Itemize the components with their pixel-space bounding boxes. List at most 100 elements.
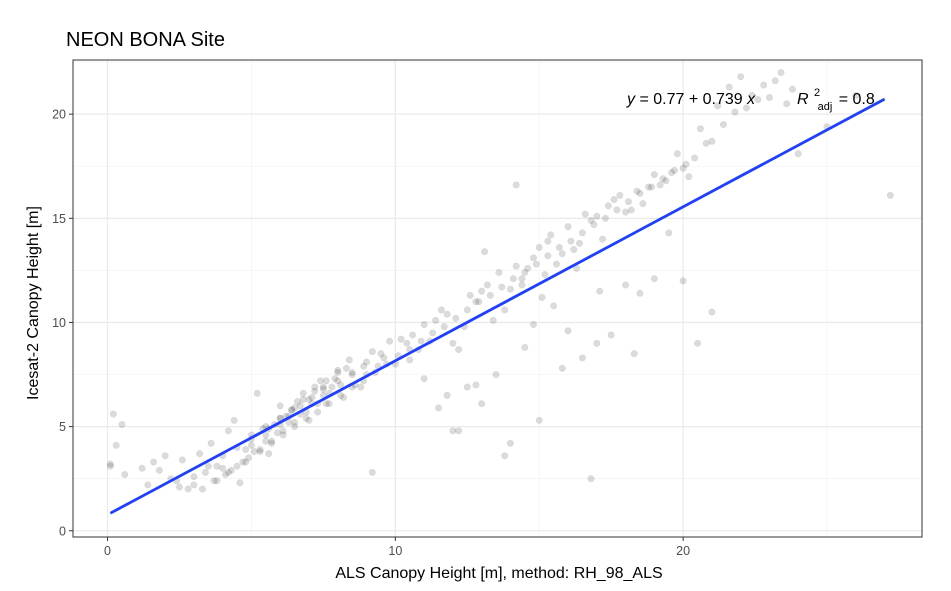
data-point [535, 416, 543, 424]
data-point [771, 77, 779, 85]
data-point [665, 229, 673, 237]
data-point [506, 439, 515, 447]
data-point [291, 404, 299, 412]
data-point [190, 481, 198, 489]
data-point [144, 481, 152, 489]
data-point [311, 387, 319, 395]
data-point [509, 275, 517, 283]
data-point [472, 381, 480, 389]
data-point [650, 171, 658, 179]
data-point [178, 456, 186, 464]
data-point [633, 187, 641, 195]
data-point [506, 285, 515, 293]
data-point [291, 423, 299, 431]
data-point [486, 291, 494, 299]
data-point [765, 93, 774, 102]
data-point [601, 214, 609, 222]
data-point [279, 431, 287, 439]
x-axis-label: ALS Canopy Height [m], method: RH_98_ALS [335, 565, 662, 582]
data-point [518, 275, 526, 283]
data-point [495, 268, 503, 277]
data-point [245, 454, 253, 462]
data-point [558, 250, 566, 258]
data-point [670, 166, 679, 174]
data-point [236, 479, 244, 487]
data-point [613, 206, 621, 214]
data-point [492, 370, 500, 379]
data-point [210, 477, 218, 485]
data-point [196, 450, 204, 458]
data-point [622, 208, 630, 216]
data-point [596, 287, 604, 295]
data-point [575, 239, 584, 247]
data-point [627, 206, 635, 214]
data-point [443, 391, 451, 399]
data-point [668, 168, 676, 177]
data-point [659, 175, 667, 183]
data-point [190, 473, 198, 481]
data-point [475, 298, 483, 306]
data-point [360, 362, 368, 370]
data-point [581, 210, 589, 218]
fit-line [109, 97, 886, 515]
x-tick-label: 20 [676, 544, 690, 558]
data-point [650, 275, 658, 283]
y-tick-label: 15 [52, 212, 66, 226]
data-point [440, 323, 448, 331]
data-point [348, 368, 356, 376]
data-point [725, 83, 733, 91]
data-point [478, 400, 486, 408]
data-point [204, 462, 212, 470]
data-point [268, 437, 276, 445]
data-point [334, 368, 342, 376]
data-point [288, 406, 296, 414]
regression-equation: y = 0.77 + 0.739 x [626, 91, 756, 108]
data-point [696, 125, 704, 133]
data-point [567, 237, 575, 245]
data-point [714, 102, 722, 110]
y-tick-label: 5 [59, 420, 66, 434]
data-point [288, 406, 296, 414]
equation-y-var: y [626, 91, 636, 108]
data-point [397, 335, 405, 343]
data-point [161, 452, 169, 460]
data-point [794, 150, 802, 158]
data-point [489, 316, 497, 324]
data-point [463, 306, 471, 314]
data-point [501, 452, 509, 460]
data-point [207, 439, 215, 447]
data-point [224, 427, 232, 435]
data-point [319, 385, 327, 393]
data-point [656, 181, 664, 189]
data-point [604, 202, 612, 210]
data-point [437, 306, 445, 314]
data-point [299, 389, 307, 397]
data-point [253, 389, 261, 397]
data-point [221, 470, 230, 479]
data-point [293, 398, 302, 406]
x-axis-ticks: 0 10 20 [104, 537, 690, 558]
data-point [852, 91, 860, 99]
data-point [331, 375, 339, 383]
grid-lines [73, 60, 922, 537]
data-point [570, 246, 578, 254]
data-point [455, 345, 463, 354]
data-point [201, 468, 209, 476]
data-point [262, 437, 270, 445]
data-point [265, 450, 273, 458]
data-point [679, 277, 687, 285]
data-point [788, 85, 797, 93]
data-point [737, 73, 745, 81]
data-point [337, 391, 345, 399]
data-point [409, 331, 417, 339]
data-point [552, 260, 561, 268]
data-point [268, 439, 276, 447]
data-point [305, 395, 313, 404]
data-point [106, 462, 114, 470]
data-point [273, 429, 281, 437]
x-tick-label: 10 [388, 544, 402, 558]
data-point [242, 458, 250, 466]
data-point [319, 383, 327, 391]
r-squared-label: R 2 adj = 0.8 [797, 83, 875, 114]
